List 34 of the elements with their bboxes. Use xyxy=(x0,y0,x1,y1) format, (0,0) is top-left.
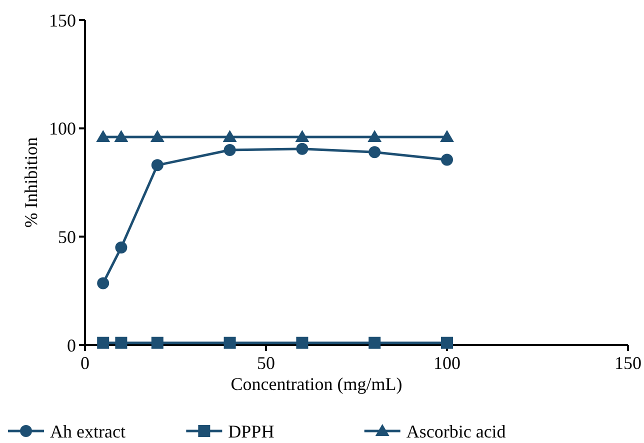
point xyxy=(368,146,381,158)
y-axis-title: % Inhibition xyxy=(21,137,41,228)
legend-label: Ascorbic acid xyxy=(406,421,506,442)
y-tick-label: 0 xyxy=(67,335,76,356)
point xyxy=(295,130,310,142)
point xyxy=(296,336,308,349)
point xyxy=(296,142,308,155)
y-tick-label: 150 xyxy=(49,10,76,30)
x-tick-label: 150 xyxy=(614,353,642,373)
x-tick-label: 50 xyxy=(257,353,275,373)
y-tick-label: 50 xyxy=(58,226,76,247)
x-axis-title: Concentration (mg/mL) xyxy=(230,374,402,394)
point xyxy=(441,336,453,349)
point xyxy=(441,154,453,166)
legend-label: Ah extract xyxy=(50,421,126,442)
point xyxy=(114,130,128,142)
point xyxy=(97,277,110,290)
point xyxy=(151,336,164,349)
point xyxy=(150,130,164,142)
point xyxy=(222,130,237,142)
point xyxy=(115,242,128,254)
x-tick-label: 100 xyxy=(434,353,460,373)
legend-label: DPPH xyxy=(228,421,274,442)
point xyxy=(115,336,128,349)
point xyxy=(151,159,164,172)
y-tick-label: 100 xyxy=(49,118,76,139)
point xyxy=(224,144,236,156)
x-tick-label: 0 xyxy=(80,353,90,373)
point xyxy=(96,130,110,142)
point xyxy=(440,130,454,142)
point xyxy=(97,336,110,349)
point xyxy=(224,336,236,349)
point xyxy=(368,130,382,142)
point xyxy=(368,336,381,349)
